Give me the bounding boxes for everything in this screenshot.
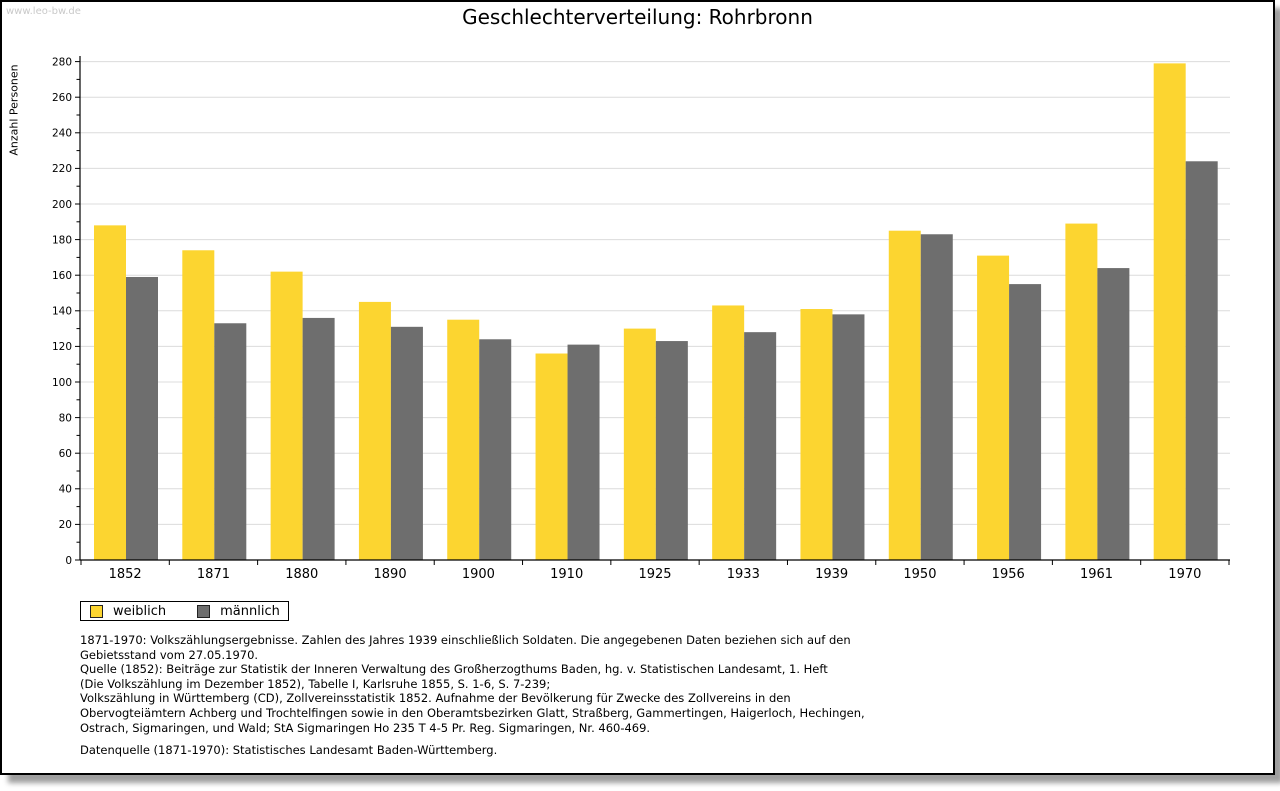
bar-weiblich-1900 [447,319,480,560]
bar-weiblich-1956 [977,255,1010,560]
x-tick-label: 1880 [285,567,318,582]
bar-weiblich-1880 [270,271,303,560]
x-tick-label: 1910 [550,567,583,582]
bar-weiblich-1970 [1153,63,1186,560]
bar-männlich-1880 [302,317,335,560]
x-tick-label: 1950 [903,567,936,582]
y-tick-label: 260 [52,92,72,104]
bar-männlich-1961 [1097,268,1130,560]
y-tick-label: 0 [65,555,72,567]
legend-label-maennlich: männlich [220,603,280,619]
bar-männlich-1925 [655,341,688,560]
footnote-line: Volkszählung in Württemberg (CD), Zollve… [80,691,791,706]
bar-männlich-1933 [744,332,777,560]
bar-männlich-1871 [214,323,247,560]
y-tick-label: 40 [59,484,72,496]
bar-männlich-1900 [479,339,512,560]
legend-swatch-maennlich [197,604,211,618]
bar-weiblich-1925 [623,328,656,560]
bar-chart: 0 20 40 60 80 100 120 140 160 180 200 220 240 260 280 1… [52,56,1230,582]
footnote-text: 1871-1970: Volkszählungsergebnisse. Zahl… [80,633,865,735]
bar-männlich-1950 [920,234,953,560]
chart-title: Geschlechterverteilung: Rohrbronn [462,5,813,29]
bar-weiblich-1939 [800,309,833,560]
bar-weiblich-1871 [182,250,215,560]
y-tick-label: 220 [52,163,72,175]
legend-swatch-weiblich [90,604,103,618]
footnote-line: 1871-1970: Volkszählungsergebnisse. Zahl… [80,633,851,647]
bar-männlich-1910 [567,344,600,560]
y-tick-label: 120 [52,341,72,353]
x-tick-label: 1900 [462,567,495,582]
x-tick-label: 1961 [1080,567,1113,582]
x-tick-label: 1970 [1168,567,1201,582]
bar-männlich-1852 [126,276,158,560]
y-tick-label: 240 [52,128,72,140]
x-tick-label: 1852 [109,567,142,582]
x-tick-label: 1925 [638,567,671,582]
data-source-text: Datenquelle (1871-1970): Statistisches L… [80,743,498,757]
bar-männlich-1970 [1185,161,1218,560]
y-tick-label: 140 [52,306,72,318]
y-tick-label: 100 [52,377,72,389]
bar-männlich-1939 [832,314,865,560]
y-tick-label: 280 [52,56,72,68]
footnote-line: Ostrach, Sigmaringen, und Wald; StA Sigm… [80,720,651,735]
x-tick-label: 1933 [727,567,760,582]
bar-weiblich-1910 [535,353,568,560]
bar-weiblich-1961 [1065,223,1098,560]
bar-weiblich-1933 [712,305,745,560]
bar-weiblich-1890 [358,301,391,560]
y-tick-label: 160 [52,270,72,282]
y-tick-label: 60 [59,448,72,460]
x-tick-label: 1871 [197,567,230,582]
legend: weiblich männlich [80,601,289,621]
y-tick-label: 200 [52,199,72,211]
y-tick-label: 20 [59,519,72,531]
x-tick-label: 1939 [815,567,848,582]
watermark: www.leo-bw.de [6,6,81,17]
footnote-line: Obervogteiämtern Achberg und Trochtelfin… [80,705,865,720]
x-tick-label: 1956 [992,567,1025,582]
legend-label-weiblich: weiblich [113,603,167,619]
y-tick-label: 80 [59,412,72,424]
bar-männlich-1956 [1009,284,1042,560]
bar-männlich-1890 [390,326,423,560]
footnote-line: Gebietsstand vom 27.05.1970. [80,647,259,662]
footnote-line: (Die Volkszählung im Dezember 1852), Tab… [80,676,551,691]
y-tick-label: 180 [52,234,72,246]
footnote-line: Quelle (1852): Beiträge zur Statistik de… [80,662,828,677]
x-tick-label: 1890 [374,567,407,582]
bar-weiblich-1950 [888,230,921,560]
bar-weiblich-1852 [94,225,126,561]
